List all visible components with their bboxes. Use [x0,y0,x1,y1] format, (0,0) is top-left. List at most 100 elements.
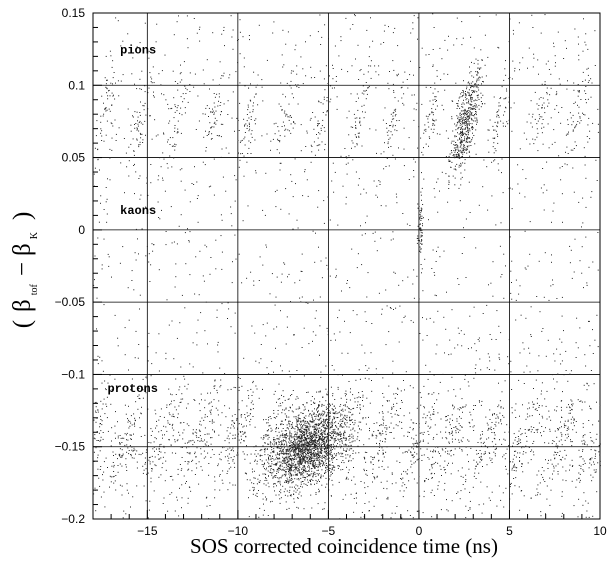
data-point [145,451,147,453]
data-point [159,458,161,460]
data-point [227,302,229,304]
data-point [586,510,588,512]
data-point [387,400,388,402]
data-point [579,260,581,262]
data-point [205,130,206,132]
data-point [314,474,316,475]
data-point [101,95,103,97]
data-point [535,408,537,410]
data-point [127,439,129,441]
data-point [266,467,267,469]
data-point [322,463,324,465]
data-point [309,420,311,422]
data-point [179,73,181,75]
data-point [375,497,377,499]
data-point [280,105,282,107]
data-point [370,60,372,62]
data-point [246,405,248,407]
data-point [390,413,392,414]
data-point [486,367,488,369]
data-point [417,446,419,447]
data-point [439,381,441,383]
data-point [313,431,315,433]
data-point [303,443,304,445]
data-point [417,235,419,237]
data-point [317,448,319,450]
data-point [488,452,490,454]
data-point [198,429,200,431]
data-point [265,496,266,498]
data-point [348,134,350,136]
data-point [490,426,492,428]
data-point [590,408,592,410]
data-point [204,330,206,332]
data-point [164,434,165,436]
data-point [255,494,257,496]
data-point [273,393,275,395]
data-point [222,123,224,125]
data-point [304,169,306,171]
data-point [431,111,433,113]
data-point [406,223,408,225]
data-point [124,210,126,212]
data-point [97,440,99,441]
data-point [346,157,348,159]
data-point [284,129,286,131]
data-point [121,449,123,451]
data-point [521,463,523,465]
data-point [457,491,459,493]
data-point [354,397,356,399]
data-point [134,357,136,359]
data-point [445,328,447,330]
data-point [259,256,261,258]
data-point [346,477,347,479]
data-point [544,481,546,482]
data-point [148,87,150,89]
data-point [227,100,229,102]
data-point [391,512,393,514]
data-point [342,452,344,454]
data-point [577,95,579,97]
data-point [469,491,471,493]
data-point [465,148,467,150]
data-point [551,221,552,223]
data-point [546,390,548,392]
data-point [202,113,204,115]
data-point [147,108,149,110]
data-point [391,473,393,475]
data-point [402,81,404,83]
data-point [573,148,575,149]
data-point [551,261,552,263]
data-point [323,222,325,224]
data-point [583,443,585,445]
data-point [508,119,510,121]
data-point [403,380,404,381]
data-point [491,195,493,197]
data-point [249,413,251,415]
data-point [327,83,329,84]
data-point [436,75,438,77]
data-point [475,372,477,374]
data-point [471,97,473,99]
data-point [125,458,127,460]
data-point [586,136,588,137]
data-point [585,236,587,238]
data-point [378,460,379,462]
data-point [552,440,554,441]
data-point [279,398,281,400]
data-point [175,452,177,454]
data-point [596,314,598,316]
data-point [354,14,355,16]
data-point [282,66,284,68]
data-point [309,35,311,37]
data-point [569,407,571,409]
data-point [437,462,439,464]
data-point [582,71,584,73]
data-point [599,460,601,462]
data-point [127,108,129,110]
data-point [393,393,395,395]
data-point [362,85,364,87]
data-point [231,449,233,451]
data-point [539,118,541,120]
data-point [331,180,333,182]
